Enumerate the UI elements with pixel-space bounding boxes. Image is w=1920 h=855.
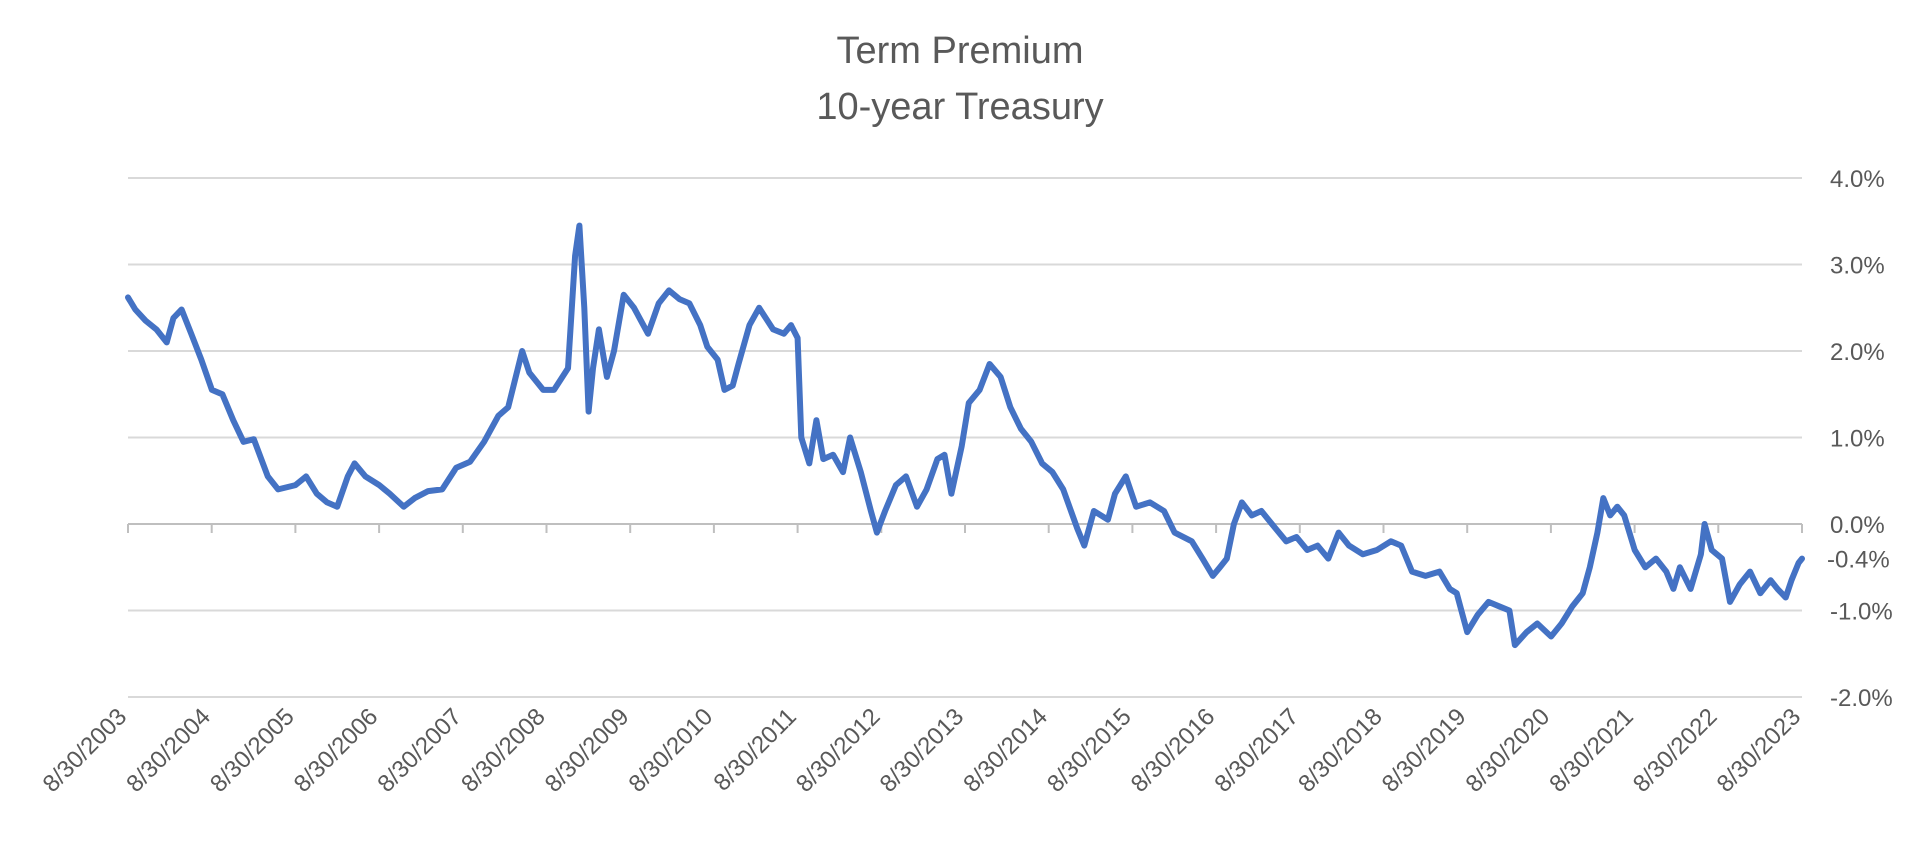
chart-title: Term Premium [836, 30, 1084, 72]
y-tick-label: 3.0% [1830, 253, 1885, 280]
x-tick-label: 8/30/2012 [791, 703, 886, 798]
x-tick-label: 8/30/2010 [624, 703, 719, 798]
gridlines [128, 177, 1802, 698]
x-tick-label: 8/30/2003 [38, 703, 133, 798]
x-axis-ticks [127, 524, 1803, 533]
x-tick-label: 8/30/2022 [1628, 703, 1723, 798]
y-tick-label: 1.0% [1830, 426, 1885, 453]
series-layer [125, 222, 1805, 649]
x-tick-label: 8/30/2007 [372, 703, 467, 798]
chart-subtitle: 10-year Treasury [816, 86, 1104, 128]
y-tick-label: 2.0% [1830, 339, 1885, 366]
x-tick-label: 8/30/2015 [1042, 703, 1137, 798]
x-axis-labels: 8/30/20038/30/20048/30/20058/30/20068/30… [38, 703, 1807, 798]
x-tick-label: 8/30/2008 [456, 703, 551, 798]
x-tick-label: 8/30/2017 [1209, 703, 1304, 798]
y-tick-label: -1.0% [1830, 599, 1893, 626]
series-line [125, 222, 1805, 649]
x-tick-label: 8/30/2006 [289, 703, 384, 798]
x-tick-label: 8/30/2021 [1544, 703, 1639, 798]
x-tick-label: 8/30/2018 [1293, 703, 1388, 798]
x-tick-label: 8/30/2014 [958, 703, 1053, 798]
x-tick-label: 8/30/2005 [205, 703, 300, 798]
x-tick-label: 8/30/2009 [540, 703, 635, 798]
last-value-label: -0.4% [1827, 547, 1890, 574]
x-tick-label: 8/30/2023 [1712, 703, 1807, 798]
x-tick-label: 8/30/2011 [709, 703, 802, 796]
x-tick-label: 8/30/2020 [1461, 703, 1556, 798]
x-tick-label: 8/30/2019 [1377, 703, 1472, 798]
y-axis-labels: 4.0% 3.0% 2.0% 1.0% 0.0% -1.0% -2.0% [1830, 166, 1893, 712]
x-tick-label: 8/30/2013 [875, 703, 970, 798]
y-tick-label: -2.0% [1830, 685, 1893, 712]
y-tick-label: 4.0% [1830, 166, 1885, 193]
x-tick-label: 8/30/2004 [121, 703, 216, 798]
y-tick-label: 0.0% [1830, 512, 1885, 539]
x-tick-label: 8/30/2016 [1126, 703, 1221, 798]
